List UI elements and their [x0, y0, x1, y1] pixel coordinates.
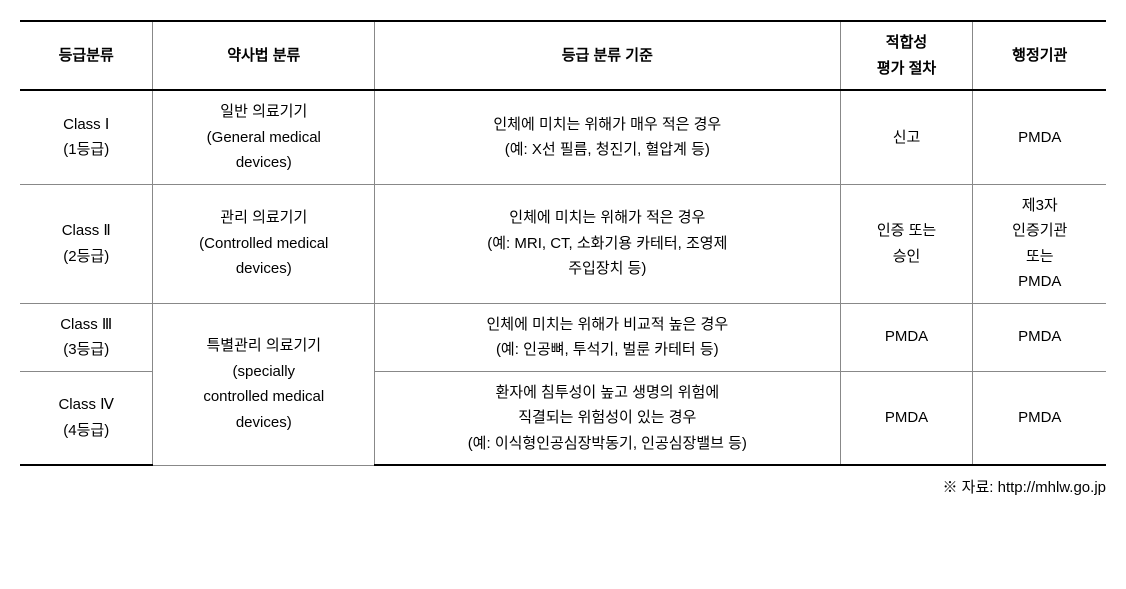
table-row: Class Ⅱ (2등급) 관리 의료기기 (Controlled medica… [20, 184, 1106, 303]
cell-criteria: 인체에 미치는 위해가 적은 경우 (예: MRI, CT, 소화기용 카테터,… [375, 184, 840, 303]
cell-criteria: 인체에 미치는 위해가 비교적 높은 경우 (예: 인공뼈, 투석기, 벌룬 카… [375, 303, 840, 371]
cell-eval: 인증 또는 승인 [840, 184, 973, 303]
cell-law: 관리 의료기기 (Controlled medical devices) [153, 184, 375, 303]
cell-agency: PMDA [973, 90, 1106, 184]
cell-class: Class Ⅱ (2등급) [20, 184, 153, 303]
cell-criteria: 인체에 미치는 위해가 매우 적은 경우 (예: X선 필름, 청진기, 혈압계… [375, 90, 840, 184]
cell-law-merged: 특별관리 의료기기 (specially controlled medical … [153, 303, 375, 465]
cell-agency: PMDA [973, 371, 1106, 465]
header-class: 등급분류 [20, 21, 153, 90]
header-criteria: 등급 분류 기준 [375, 21, 840, 90]
header-agency: 행정기관 [973, 21, 1106, 90]
table-row: Class Ⅰ (1등급) 일반 의료기기 (General medical d… [20, 90, 1106, 184]
classification-table: 등급분류 약사법 분류 등급 분류 기준 적합성 평가 절차 행정기관 Clas… [20, 20, 1106, 466]
footnote-source: ※ 자료: http://mhlw.go.jp [20, 476, 1106, 497]
header-law: 약사법 분류 [153, 21, 375, 90]
cell-eval: PMDA [840, 303, 973, 371]
cell-class: Class Ⅰ (1등급) [20, 90, 153, 184]
cell-class: Class Ⅲ (3등급) [20, 303, 153, 371]
cell-eval: 신고 [840, 90, 973, 184]
cell-criteria: 환자에 침투성이 높고 생명의 위험에 직결되는 위험성이 있는 경우 (예: … [375, 371, 840, 465]
header-eval: 적합성 평가 절차 [840, 21, 973, 90]
header-row: 등급분류 약사법 분류 등급 분류 기준 적합성 평가 절차 행정기관 [20, 21, 1106, 90]
cell-eval: PMDA [840, 371, 973, 465]
cell-agency: 제3자 인증기관 또는 PMDA [973, 184, 1106, 303]
cell-law: 일반 의료기기 (General medical devices) [153, 90, 375, 184]
cell-agency: PMDA [973, 303, 1106, 371]
cell-class: Class Ⅳ (4등급) [20, 371, 153, 465]
table-row: Class Ⅲ (3등급) 특별관리 의료기기 (specially contr… [20, 303, 1106, 371]
